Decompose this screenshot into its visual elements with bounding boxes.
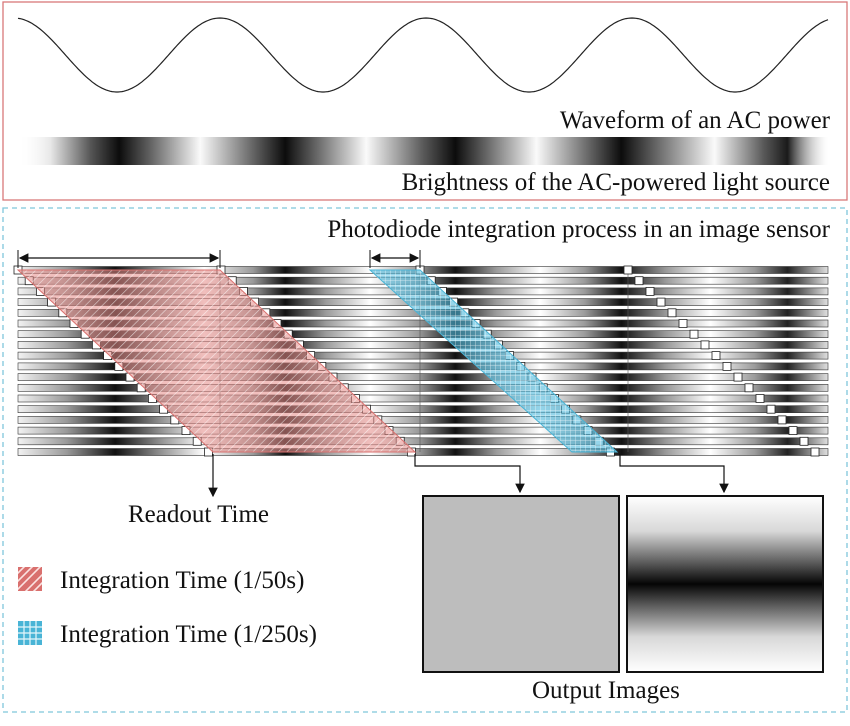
legend-label-1-250s: Integration Time (1/250s) bbox=[60, 621, 317, 648]
readout-stair-next bbox=[733, 372, 743, 382]
readout-stair-next bbox=[656, 297, 666, 307]
integration-region-1-250s bbox=[368, 269, 619, 453]
readout-stair-next bbox=[755, 394, 765, 403]
sensor-row bbox=[17, 351, 829, 360]
sensor-row bbox=[17, 373, 829, 381]
sensor-row bbox=[17, 426, 829, 435]
output-images-label: Output Images bbox=[532, 677, 680, 704]
legend-swatch-hatch-icon bbox=[18, 567, 42, 591]
sensor-row bbox=[17, 341, 829, 349]
readout-stair-next bbox=[744, 383, 754, 393]
sensor-row bbox=[17, 383, 829, 392]
connector-to-image-2 bbox=[619, 454, 729, 494]
output-image-uniform bbox=[422, 495, 620, 673]
legend-label-1-50s: Integration Time (1/50s) bbox=[60, 567, 305, 594]
readout-stair-next bbox=[645, 286, 655, 296]
readout-stair-next bbox=[667, 308, 677, 318]
connector-to-image-1 bbox=[414, 454, 525, 494]
sensor-row bbox=[17, 437, 829, 446]
readout-time-label: Readout Time bbox=[128, 501, 269, 528]
readout-stair-next bbox=[623, 265, 633, 275]
readout-stair-next bbox=[678, 319, 688, 328]
readout-stair-next bbox=[634, 276, 644, 286]
brightness-label: Brightness of the AC-powered light sourc… bbox=[401, 169, 830, 196]
readout-stair-next bbox=[722, 361, 732, 371]
sensor-row bbox=[17, 319, 829, 328]
integration-region-1-50s bbox=[16, 269, 417, 453]
readout-stair-next bbox=[777, 415, 787, 425]
sensor-row bbox=[17, 330, 829, 339]
readout-stair-next bbox=[810, 447, 820, 457]
readout-stair-next bbox=[711, 351, 721, 361]
readout-stair-next bbox=[689, 329, 699, 339]
sensor-row bbox=[17, 448, 829, 456]
output-image-banded bbox=[626, 495, 824, 673]
sensor-row bbox=[17, 416, 829, 424]
sensor-row bbox=[17, 405, 829, 414]
ac-waveform bbox=[17, 17, 829, 93]
top-panel-frame bbox=[2, 1, 848, 201]
waveform-label: Waveform of an AC power bbox=[559, 107, 830, 134]
brightness-strip bbox=[18, 137, 828, 165]
readout-stair-next bbox=[788, 426, 798, 436]
bottom-panel-frame bbox=[2, 207, 848, 713]
sensor-row bbox=[17, 394, 829, 403]
sensor-row bbox=[17, 362, 829, 371]
readout-stair-next bbox=[766, 404, 776, 414]
readout-stair-next bbox=[799, 436, 809, 446]
sensor-process-title: Photodiode integration process in an ima… bbox=[327, 216, 830, 243]
legend-swatch-grid-icon bbox=[18, 621, 42, 645]
readout-stair-next bbox=[700, 340, 710, 350]
